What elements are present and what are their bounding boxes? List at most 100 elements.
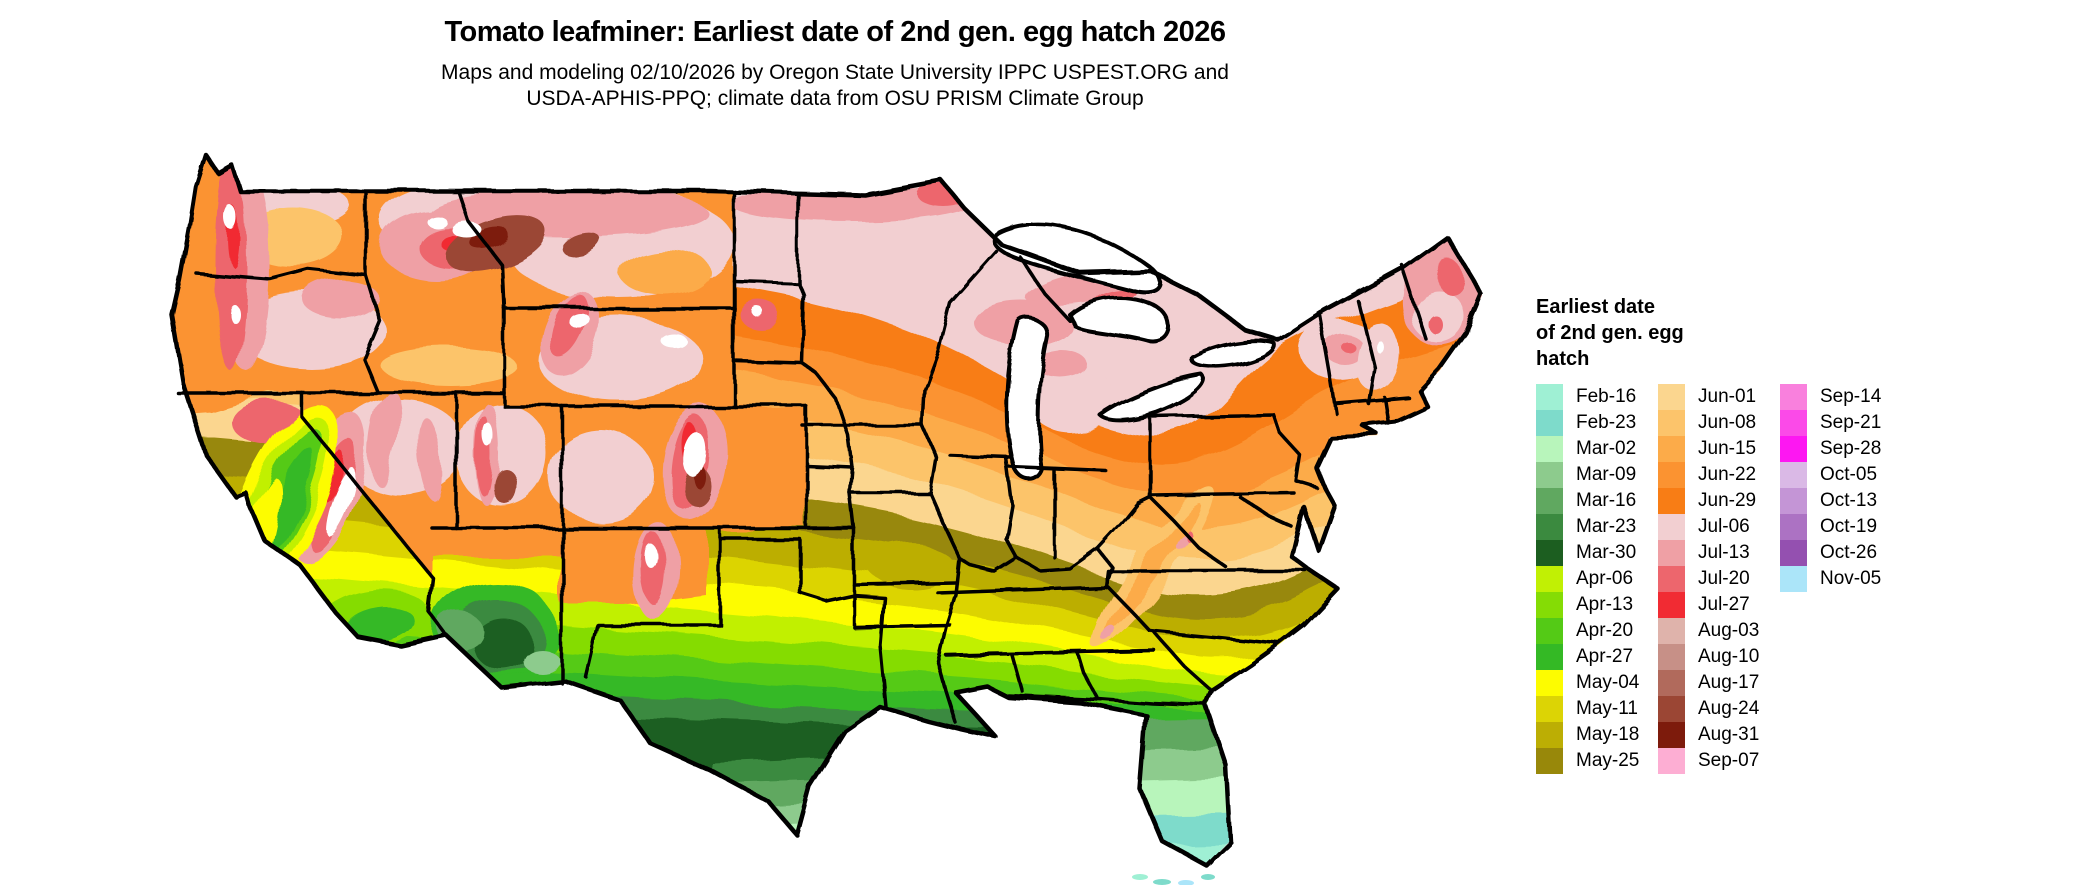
legend-swatch	[1658, 592, 1685, 618]
legend-swatch	[1536, 384, 1563, 410]
legend-label: Sep-14	[1820, 386, 1882, 407]
legend-swatch	[1658, 514, 1685, 540]
map-subtitle: Maps and modeling 02/10/2026 by Oregon S…	[150, 60, 1520, 112]
legend-label: Aug-17	[1698, 672, 1760, 693]
legend-label: Feb-16	[1576, 386, 1637, 407]
legend-item: Sep-14	[1780, 384, 1902, 410]
legend-label: Jul-20	[1698, 568, 1750, 589]
legend-label: Jun-22	[1698, 464, 1757, 485]
legend-swatch	[1780, 514, 1807, 540]
legend-item: Jun-08	[1658, 410, 1780, 436]
legend-item: Aug-24	[1658, 696, 1780, 722]
legend-label: Jul-06	[1698, 516, 1750, 537]
legend-swatch	[1658, 722, 1685, 748]
map-title: Tomato leafminer: Earliest date of 2nd g…	[444, 16, 1226, 48]
legend-label: Aug-31	[1698, 724, 1760, 745]
legend-item: Mar-16	[1536, 488, 1658, 514]
legend-item: Sep-28	[1780, 436, 1902, 462]
legend-swatch	[1658, 670, 1685, 696]
legend-item: May-18	[1536, 722, 1658, 748]
lake-superior	[991, 222, 1163, 295]
legend-swatch	[1536, 696, 1563, 722]
legend-swatch	[1536, 436, 1563, 462]
legend-label: Mar-16	[1576, 490, 1637, 511]
legend-swatch	[1658, 488, 1685, 514]
legend-label: Mar-09	[1576, 464, 1637, 485]
legend-label: Oct-19	[1820, 516, 1878, 537]
legend-swatch	[1780, 540, 1807, 566]
legend-title-line-3: hatch	[1536, 348, 1590, 370]
state-borders	[176, 189, 1428, 725]
subtitle-line-1: Maps and modeling 02/10/2026 by Oregon S…	[441, 61, 1229, 84]
legend-label: Feb-23	[1576, 412, 1637, 433]
legend-swatch	[1536, 462, 1563, 488]
legend-title-line-2: of 2nd gen. egg	[1536, 322, 1684, 344]
legend-swatch	[1536, 540, 1563, 566]
legend-item: Aug-17	[1658, 670, 1780, 696]
legend-item: Mar-02	[1536, 436, 1658, 462]
legend-swatch	[1780, 462, 1807, 488]
legend-column: Sep-14 Sep-21 Sep-28 Oct-05 Oct-13 Oct-19 Oct-…	[1780, 384, 1902, 592]
legend-item: Mar-23	[1536, 514, 1658, 540]
legend-label: Sep-07	[1698, 750, 1760, 771]
legend-item: Apr-20	[1536, 618, 1658, 644]
legend-swatch	[1536, 488, 1563, 514]
legend-item: Jun-01	[1658, 384, 1780, 410]
legend-label: Jul-27	[1698, 594, 1750, 615]
legend-item: Jul-27	[1658, 592, 1780, 618]
legend-swatch	[1780, 566, 1807, 592]
legend-item: Oct-05	[1780, 462, 1902, 488]
legend-swatch	[1780, 488, 1807, 514]
legend-label: Aug-03	[1698, 620, 1760, 641]
florida-keys	[1132, 874, 1215, 885]
lake-huron	[1068, 295, 1171, 344]
legend-swatch	[1536, 514, 1563, 540]
legend-item: Oct-13	[1780, 488, 1902, 514]
legend-item: May-11	[1536, 696, 1658, 722]
legend-item: Apr-13	[1536, 592, 1658, 618]
legend-swatch	[1536, 566, 1563, 592]
legend-label: Jun-08	[1698, 412, 1757, 433]
legend-label: Aug-10	[1698, 646, 1760, 667]
legend-item: Aug-31	[1658, 722, 1780, 748]
legend-label: Oct-05	[1820, 464, 1878, 485]
legend-item: Feb-16	[1536, 384, 1658, 410]
lake-ontario	[1189, 338, 1277, 370]
legend-swatch	[1658, 644, 1685, 670]
legend-item: May-04	[1536, 670, 1658, 696]
legend-item: May-25	[1536, 748, 1658, 774]
legend-item: Aug-10	[1658, 644, 1780, 670]
legend-swatch	[1780, 436, 1807, 462]
legend-label: Apr-06	[1576, 568, 1634, 589]
lake-erie	[1098, 373, 1207, 423]
legend: Earliest date of 2nd gen. egg hatch Feb-…	[1536, 294, 1956, 774]
legend-swatch	[1536, 618, 1563, 644]
legend-item: Jul-06	[1658, 514, 1780, 540]
legend-swatch	[1658, 410, 1685, 436]
legend-label: Jun-01	[1698, 386, 1757, 407]
legend-column: Jun-01 Jun-08 Jun-15 Jun-22 Jun-29 Jul-06 Jul-…	[1658, 384, 1780, 774]
legend-label: Apr-13	[1576, 594, 1634, 615]
legend-swatch	[1536, 644, 1563, 670]
legend-label: Sep-28	[1820, 438, 1882, 459]
legend-item: Apr-27	[1536, 644, 1658, 670]
legend-label: Mar-02	[1576, 438, 1637, 459]
legend-item: Sep-21	[1780, 410, 1902, 436]
legend-swatch	[1658, 748, 1685, 774]
legend-label: May-04	[1576, 672, 1640, 693]
legend-label: May-25	[1576, 750, 1640, 771]
legend-label: Jun-29	[1698, 490, 1757, 511]
legend-column: Feb-16 Feb-23 Mar-02 Mar-09 Mar-16 Mar-23 Mar-…	[1536, 384, 1658, 774]
legend-item: Oct-26	[1780, 540, 1902, 566]
legend-item: Jun-22	[1658, 462, 1780, 488]
us-outline	[169, 152, 1485, 868]
legend-item: Jun-15	[1658, 436, 1780, 462]
legend-swatch	[1536, 670, 1563, 696]
legend-item: Jul-20	[1658, 566, 1780, 592]
legend-label: Aug-24	[1698, 698, 1760, 719]
map-fill-layers	[172, 155, 1482, 865]
legend-item: Jul-13	[1658, 540, 1780, 566]
legend-item: Oct-19	[1780, 514, 1902, 540]
legend-item: Aug-03	[1658, 618, 1780, 644]
